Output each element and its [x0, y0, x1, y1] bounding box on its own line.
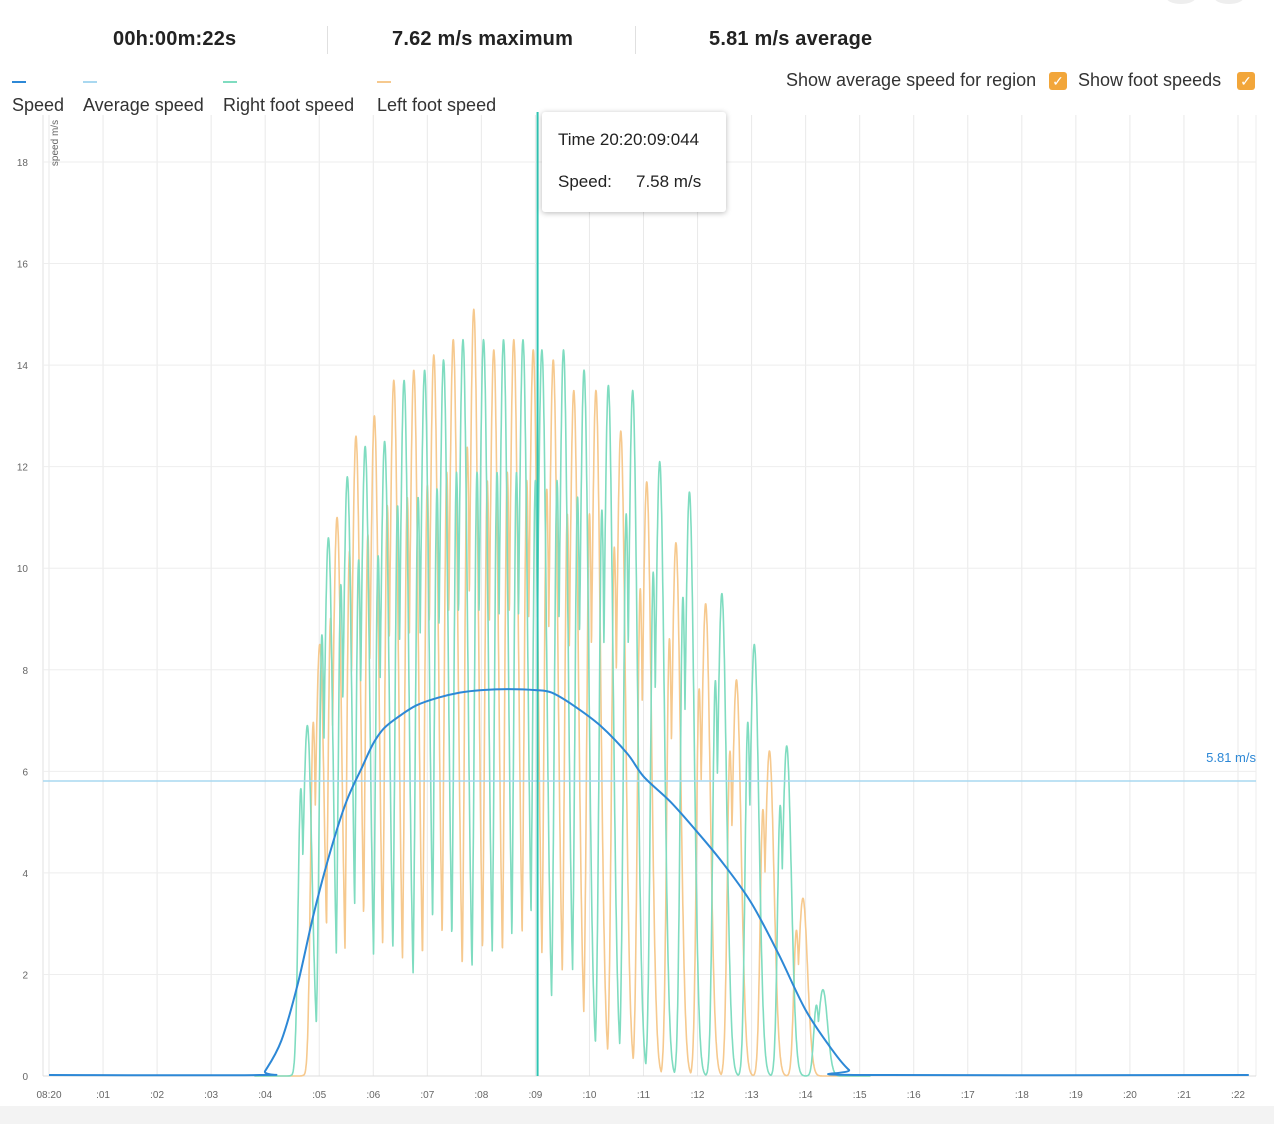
stats-divider — [635, 26, 636, 54]
left-foot-speed-line — [253, 308, 872, 1077]
hover-tooltip: Time 20:20:09:044 Speed: 7.58 m/s — [542, 112, 726, 212]
legend-swatch-speed — [12, 81, 26, 83]
bottom-scroll-strip — [0, 1106, 1274, 1124]
right-foot-speed-line — [253, 338, 872, 1077]
stats-bar: 00h:00m:22s 7.62 m/s maximum 5.81 m/s av… — [0, 22, 1274, 58]
average-speed-label: 5.81 m/s — [1206, 750, 1256, 765]
duration-stat: 00h:00m:22s — [113, 28, 237, 50]
y-tick-label: 14 — [17, 361, 29, 372]
tooltip-speed-value: 7.58 m/s — [636, 172, 702, 191]
x-tick-label: :08 — [474, 1090, 488, 1101]
y-tick-label: 6 — [22, 767, 28, 778]
check-icon: ✓ — [1052, 73, 1064, 89]
x-tick-label: :03 — [204, 1090, 218, 1101]
x-tick-label: :22 — [1231, 1090, 1245, 1101]
x-tick-label: :06 — [366, 1090, 380, 1101]
legend-label: Speed — [12, 95, 65, 115]
x-tick-label: :13 — [745, 1090, 759, 1101]
y-axis-title: speed m/s — [50, 120, 61, 166]
show-average-region-toggle[interactable]: Show average speed for region — [786, 70, 1036, 91]
show-average-region-label: Show average speed for region — [786, 70, 1037, 90]
foot-speed-series — [253, 308, 872, 1077]
speed-line — [48, 688, 1249, 1077]
show-foot-speeds-label: Show foot speeds — [1078, 70, 1222, 90]
y-tick-label: 12 — [17, 463, 29, 474]
x-tick-label: :20 — [1123, 1090, 1137, 1101]
legend-label: Right foot speed — [223, 95, 355, 115]
legend-label: Average speed — [83, 95, 204, 115]
legend-label: Left foot speed — [377, 95, 497, 115]
y-tick-label: 10 — [17, 564, 29, 575]
y-tick-label: 2 — [22, 970, 28, 981]
chart-axes: 08:20:01:02:03:04:05:06:07:08:09:10:11:1… — [17, 120, 1246, 1101]
show-average-region-checkbox[interactable]: ✓ — [1049, 72, 1067, 90]
tooltip-speed-label: Speed: — [558, 172, 612, 191]
average-speed-stat: 5.81 m/s average — [709, 28, 873, 50]
x-tick-label: :01 — [96, 1090, 110, 1101]
show-foot-speeds-checkbox[interactable]: ✓ — [1237, 72, 1255, 90]
x-tick-label: :19 — [1069, 1090, 1083, 1101]
legend-swatch-right-foot-speed — [223, 81, 237, 83]
x-tick-label: 08:20 — [36, 1090, 61, 1101]
top-button-shadow — [1214, 0, 1244, 4]
y-tick-label: 0 — [22, 1072, 28, 1083]
x-tick-label: :15 — [853, 1090, 867, 1101]
x-tick-label: :21 — [1177, 1090, 1191, 1101]
y-tick-label: 18 — [17, 158, 29, 169]
x-tick-label: :05 — [312, 1090, 326, 1101]
x-tick-label: :09 — [528, 1090, 542, 1101]
maximum-speed-stat: 7.62 m/s maximum — [392, 28, 574, 50]
stats-divider — [327, 26, 328, 54]
x-tick-label: :11 — [637, 1090, 651, 1101]
y-tick-label: 8 — [22, 666, 28, 677]
tooltip-time: Time 20:20:09:044 — [558, 130, 700, 149]
top-button-shadow — [1166, 0, 1196, 4]
x-tick-label: :04 — [258, 1090, 272, 1101]
x-tick-label: :14 — [799, 1090, 813, 1101]
y-tick-label: 16 — [17, 260, 29, 271]
average-speed-overlay: 5.81 m/s — [43, 112, 1256, 1076]
show-foot-speeds-toggle[interactable]: Show foot speeds — [1078, 70, 1221, 91]
x-tick-label: :02 — [150, 1090, 164, 1101]
y-tick-label: 4 — [22, 869, 28, 880]
legend-swatch-left-foot-speed — [377, 81, 391, 83]
x-tick-label: :17 — [961, 1090, 975, 1101]
x-tick-label: :07 — [420, 1090, 434, 1101]
x-tick-label: :16 — [907, 1090, 921, 1101]
x-tick-label: :18 — [1015, 1090, 1029, 1101]
speed-series — [48, 688, 1249, 1077]
legend-swatch-average-speed — [83, 81, 97, 83]
x-tick-label: :12 — [691, 1090, 705, 1101]
check-icon: ✓ — [1240, 73, 1252, 89]
x-tick-label: :10 — [583, 1090, 597, 1101]
